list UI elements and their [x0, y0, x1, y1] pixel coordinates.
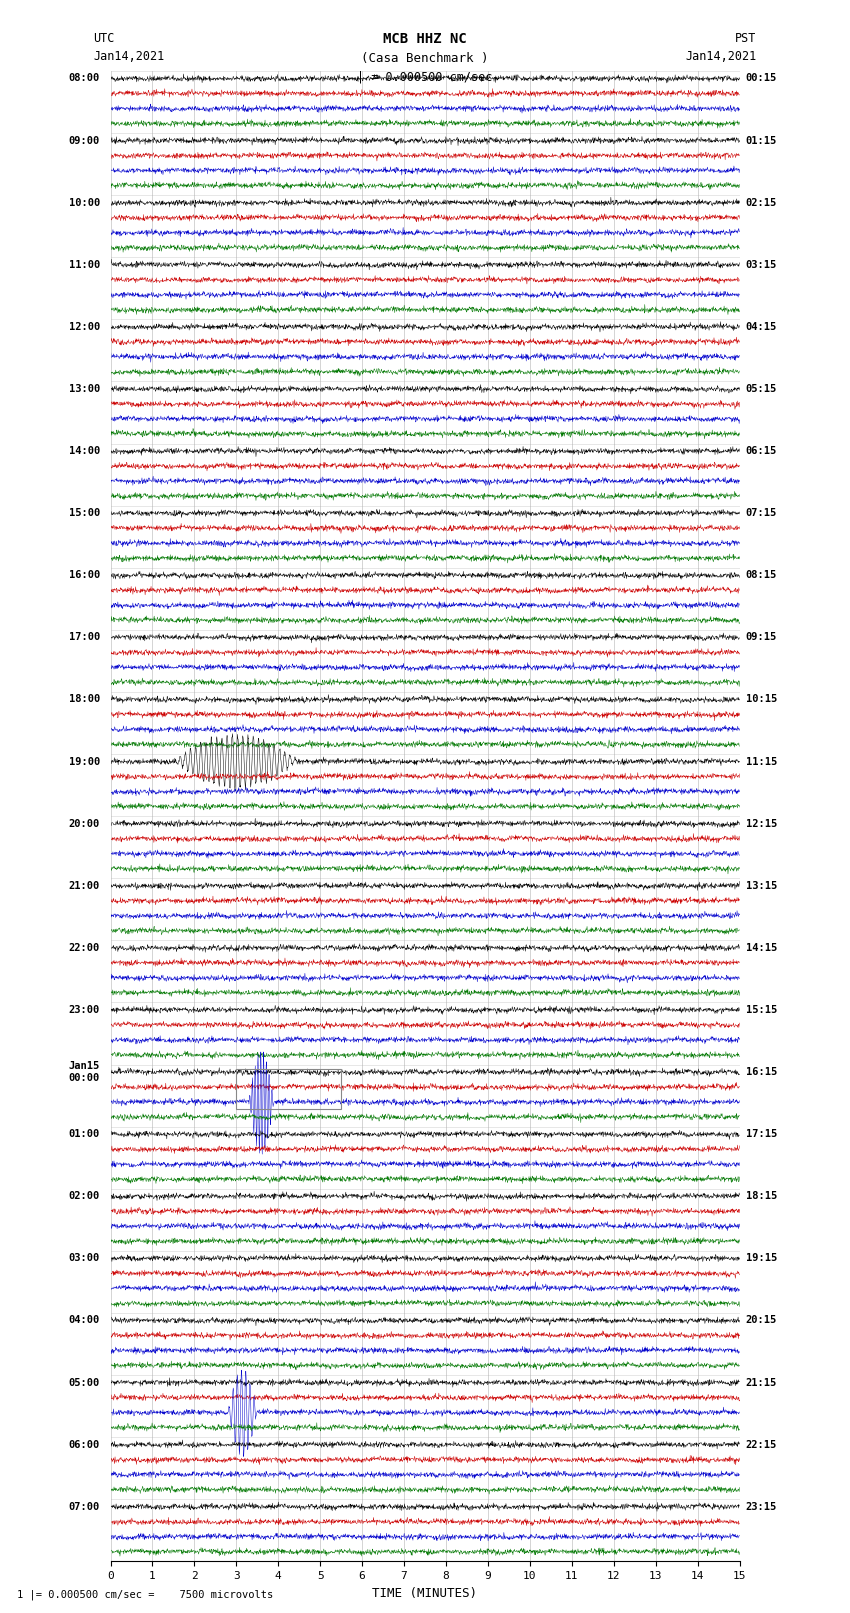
Text: 14:15: 14:15 — [745, 944, 777, 953]
Text: 08:15: 08:15 — [745, 571, 777, 581]
Text: 08:00: 08:00 — [69, 74, 100, 84]
Text: 13:15: 13:15 — [745, 881, 777, 890]
Text: 03:00: 03:00 — [69, 1253, 100, 1263]
Text: 22:15: 22:15 — [745, 1440, 777, 1450]
Text: 15:00: 15:00 — [69, 508, 100, 518]
Text: 23:00: 23:00 — [69, 1005, 100, 1015]
Text: 21:15: 21:15 — [745, 1378, 777, 1387]
Text: PST: PST — [735, 32, 756, 45]
Text: 02:00: 02:00 — [69, 1192, 100, 1202]
Text: Jan14,2021: Jan14,2021 — [94, 50, 165, 63]
Text: Jan14,2021: Jan14,2021 — [685, 50, 756, 63]
Text: 07:15: 07:15 — [745, 508, 777, 518]
Bar — [236, 1069, 341, 1110]
Text: 16:00: 16:00 — [69, 571, 100, 581]
Text: MCB HHZ NC: MCB HHZ NC — [383, 32, 467, 47]
Text: 07:00: 07:00 — [69, 1502, 100, 1511]
Text: 12:00: 12:00 — [69, 323, 100, 332]
Text: 02:15: 02:15 — [745, 198, 777, 208]
Text: 04:00: 04:00 — [69, 1316, 100, 1326]
Text: 23:15: 23:15 — [745, 1502, 777, 1511]
Text: (Casa Benchmark ): (Casa Benchmark ) — [361, 52, 489, 65]
Text: 09:00: 09:00 — [69, 135, 100, 145]
Text: 15:15: 15:15 — [745, 1005, 777, 1015]
Text: 10:00: 10:00 — [69, 198, 100, 208]
Text: 12:15: 12:15 — [745, 819, 777, 829]
Text: 09:15: 09:15 — [745, 632, 777, 642]
Text: 16:15: 16:15 — [745, 1068, 777, 1077]
Text: 06:15: 06:15 — [745, 447, 777, 456]
Text: 00:15: 00:15 — [745, 74, 777, 84]
Text: 11:00: 11:00 — [69, 260, 100, 269]
Text: 04:15: 04:15 — [745, 323, 777, 332]
Text: | = 0.000500 cm/sec: | = 0.000500 cm/sec — [357, 71, 493, 84]
Text: 19:15: 19:15 — [745, 1253, 777, 1263]
Text: 03:15: 03:15 — [745, 260, 777, 269]
Text: 06:00: 06:00 — [69, 1440, 100, 1450]
Text: 18:00: 18:00 — [69, 695, 100, 705]
Text: 1 |= 0.000500 cm/sec =    7500 microvolts: 1 |= 0.000500 cm/sec = 7500 microvolts — [17, 1589, 273, 1600]
Text: 19:00: 19:00 — [69, 756, 100, 766]
Text: 05:15: 05:15 — [745, 384, 777, 394]
Text: 20:15: 20:15 — [745, 1316, 777, 1326]
Text: 14:00: 14:00 — [69, 447, 100, 456]
Text: 22:00: 22:00 — [69, 944, 100, 953]
Text: 11:15: 11:15 — [745, 756, 777, 766]
Text: UTC: UTC — [94, 32, 115, 45]
Text: 05:00: 05:00 — [69, 1378, 100, 1387]
X-axis label: TIME (MINUTES): TIME (MINUTES) — [372, 1587, 478, 1600]
Text: 17:00: 17:00 — [69, 632, 100, 642]
Text: 21:00: 21:00 — [69, 881, 100, 890]
Text: Jan15
00:00: Jan15 00:00 — [69, 1061, 100, 1082]
Text: 01:00: 01:00 — [69, 1129, 100, 1139]
Text: 13:00: 13:00 — [69, 384, 100, 394]
Text: 17:15: 17:15 — [745, 1129, 777, 1139]
Text: 10:15: 10:15 — [745, 695, 777, 705]
Text: 20:00: 20:00 — [69, 819, 100, 829]
Text: 18:15: 18:15 — [745, 1192, 777, 1202]
Text: 01:15: 01:15 — [745, 135, 777, 145]
